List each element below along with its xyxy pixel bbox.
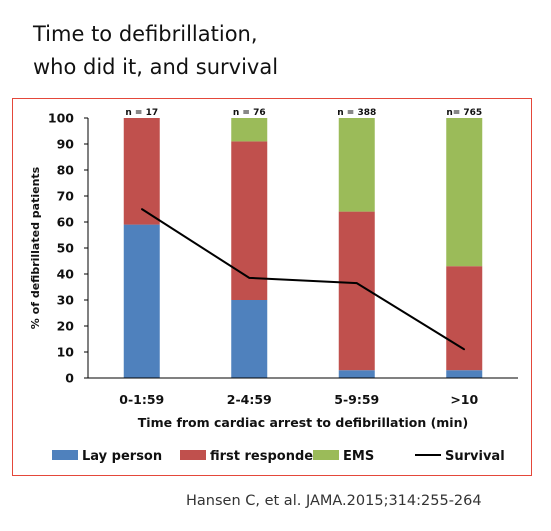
axes-layer: 0 10 20 30 40 50 60 70 80 90 100 0-1:59 2-4:59 5-9:59…: [29, 111, 518, 430]
y-tick-label: 70: [57, 189, 75, 204]
y-tick-label: 50: [57, 241, 75, 256]
y-axis-label: % of defibrillated patients: [29, 166, 42, 329]
bar-segment-ems-3: [446, 118, 483, 267]
survival-line-layer: [140, 208, 466, 351]
bar-segment-lay-person-3: [446, 370, 483, 378]
legend-swatch-lay-person: [52, 450, 78, 460]
y-tick-label: 30: [57, 293, 75, 308]
chart-title: Time to defibrillation, who did it, and …: [33, 18, 278, 84]
bars-layer: [123, 118, 483, 378]
survival-line: [141, 208, 465, 351]
y-tick-label: 100: [48, 111, 74, 126]
y-tick-label: 0: [65, 371, 74, 386]
x-tick-label: 0-1:59: [119, 392, 164, 407]
survival-point: [140, 208, 143, 210]
citation: Hansen C, et al. JAMA.2015;314:255-264: [186, 493, 482, 509]
x-axis-label: Time from cardiac arrest to defibrillati…: [138, 415, 468, 430]
bar-segment-ems-2: [338, 118, 375, 212]
bar-segment-first-responder-0: [123, 118, 160, 225]
survival-point: [355, 282, 358, 284]
y-tick-label: 60: [57, 215, 75, 230]
bar-segment-ems-1: [231, 118, 268, 142]
sample-size-label: n = 76: [233, 108, 266, 118]
title-line-2: who did it, and survival: [33, 55, 279, 79]
legend-label: EMS: [343, 449, 374, 464]
legend-swatch-first-responder: [180, 450, 206, 460]
survival-point: [248, 277, 251, 279]
bar-segment-first-responder-1: [231, 141, 268, 300]
x-tick-label: 5-9:59: [334, 392, 379, 407]
bar-segment-lay-person-2: [338, 370, 375, 378]
title-line-1: Time to defibrillation,: [33, 22, 258, 46]
sample-size-label: n = 388: [337, 108, 376, 118]
bar-segment-lay-person-1: [231, 300, 268, 378]
annotations-layer: n = 17 n = 76 n = 388 n= 765: [125, 108, 482, 118]
y-tick-label: 40: [57, 267, 75, 282]
x-tick-label: 2-4:59: [227, 392, 272, 407]
survival-point: [463, 348, 466, 351]
legend: Lay person first responder EMS Survival: [52, 449, 505, 464]
legend-label: Lay person: [82, 449, 162, 464]
y-tick-label: 90: [57, 137, 75, 152]
sample-size-label: n = 17: [125, 108, 158, 118]
y-tick-label: 80: [57, 163, 75, 178]
y-tick-label: 20: [57, 319, 75, 334]
legend-swatch-ems: [313, 450, 339, 460]
bar-segment-first-responder-3: [446, 266, 483, 371]
bar-segment-lay-person-0: [123, 224, 160, 378]
legend-label: Survival: [445, 449, 505, 464]
chart-frame: [12, 98, 532, 476]
x-tick-label: >10: [450, 392, 478, 407]
y-tick-label: 10: [57, 345, 75, 360]
sample-size-label: n= 765: [446, 108, 482, 118]
legend-label: first responder: [210, 449, 320, 464]
